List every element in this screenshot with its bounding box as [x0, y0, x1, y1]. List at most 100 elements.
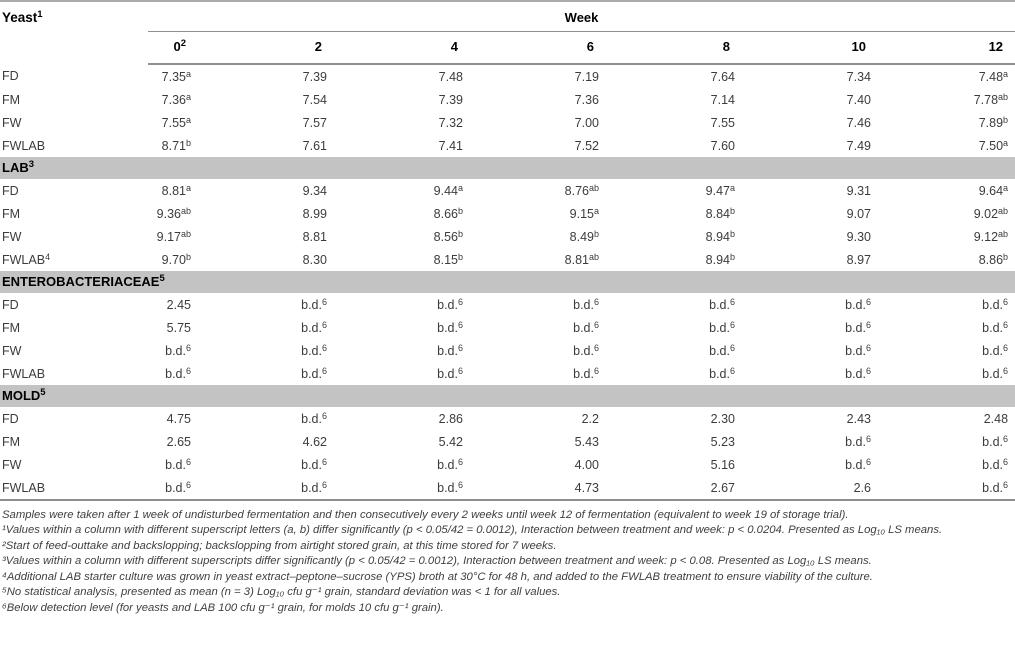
value-cell: 8.30 — [302, 252, 327, 267]
header-row-week-span: Yeast1 Week — [0, 1, 1015, 32]
table-row: FW b.d.6 b.d.6 b.d.6 b.d.6 b.d.6 b.d.6 b.d.6 — [0, 339, 1015, 362]
corner-header-sup: 1 — [37, 9, 43, 20]
microbial-counts-table: Yeast1 Week 02 2 4 6 8 10 12 FD 7.35a 7.39 7.48 7.… — [0, 0, 1015, 501]
row-label: FW — [2, 115, 22, 130]
row-label: FWLAB — [2, 480, 46, 495]
value-cell: b.d.6 — [301, 342, 327, 358]
row-label: FWLAB4 — [2, 251, 51, 267]
row-label: FD — [2, 183, 19, 198]
week-column-header: 4 — [334, 31, 470, 65]
section-title: MOLD5 — [0, 385, 1015, 407]
value-cell: 8.94b — [705, 228, 735, 244]
table-row: FW 7.55a 7.57 7.32 7.00 7.55 7.46 7.89b — [0, 111, 1015, 134]
value-cell: 7.49 — [846, 138, 871, 153]
value-cell: 7.64 — [710, 69, 735, 84]
value-cell: 7.32 — [438, 115, 463, 130]
row-label: FW — [2, 457, 22, 472]
value-cell: 9.17ab — [156, 228, 191, 244]
section-header-row: MOLD5 — [0, 385, 1015, 407]
value-cell: b.d.6 — [301, 410, 327, 426]
row-label: FM — [2, 434, 21, 449]
value-cell: 2.2 — [581, 411, 599, 426]
row-label: FM — [2, 92, 21, 107]
value-cell: 8.97 — [846, 252, 871, 267]
value-cell: b.d.6 — [165, 365, 191, 381]
value-cell: b.d.6 — [165, 456, 191, 472]
value-cell: 2.67 — [710, 480, 735, 495]
value-cell: 2.43 — [846, 411, 871, 426]
row-label: FWLAB — [2, 138, 46, 153]
value-cell: 7.48 — [438, 69, 463, 84]
table-row: FD 2.45 b.d.6 b.d.6 b.d.6 b.d.6 b.d.6 b.d.6 — [0, 293, 1015, 316]
value-cell: 2.30 — [710, 411, 735, 426]
value-cell: b.d.6 — [301, 479, 327, 495]
table-row: FD 4.75 b.d.6 2.86 2.2 2.30 2.43 2.48 — [0, 407, 1015, 430]
table-row: FD 7.35a 7.39 7.48 7.19 7.64 7.34 7.48a — [0, 64, 1015, 88]
footnote: ¹Values within a column with different s… — [2, 524, 943, 537]
value-cell: 5.16 — [710, 457, 735, 472]
week-column-header: 8 — [606, 31, 742, 65]
value-cell: b.d.6 — [982, 479, 1009, 495]
table-row: FM 5.75 b.d.6 b.d.6 b.d.6 b.d.6 b.d.6 b.d.6 — [0, 316, 1015, 339]
value-cell: 9.34 — [302, 183, 327, 198]
week-group-header: Week — [148, 1, 1015, 32]
row-label: FW — [2, 229, 22, 244]
value-cell: 8.81ab — [564, 251, 599, 267]
value-cell: b.d.6 — [573, 319, 599, 335]
value-cell: b.d.6 — [301, 296, 327, 312]
value-cell: 7.54 — [302, 92, 327, 107]
value-cell: 5.42 — [438, 434, 463, 449]
footnote: ⁴Additional LAB starter culture was grow… — [2, 570, 873, 583]
value-cell: 4.62 — [302, 434, 327, 449]
value-cell: b.d.6 — [982, 365, 1009, 381]
value-cell: 9.36ab — [156, 205, 191, 221]
value-cell: b.d.6 — [437, 342, 463, 358]
value-cell: 9.12ab — [973, 228, 1009, 244]
value-cell: 7.61 — [302, 138, 327, 153]
footnotes-block: Samples were taken after 1 week of undis… — [0, 501, 1015, 616]
row-label: FM — [2, 206, 21, 221]
value-cell: 7.14 — [710, 92, 735, 107]
value-cell: b.d.6 — [982, 342, 1009, 358]
value-cell: b.d.6 — [301, 365, 327, 381]
value-cell: 9.15a — [569, 205, 599, 221]
table-row: FM 7.36a 7.54 7.39 7.36 7.14 7.40 7.78ab — [0, 88, 1015, 111]
value-cell: 4.75 — [166, 411, 191, 426]
value-cell: 8.94b — [705, 251, 735, 267]
value-cell: b.d.6 — [573, 296, 599, 312]
value-cell: 4.73 — [574, 480, 599, 495]
week-column-header: 6 — [470, 31, 606, 65]
value-cell: b.d.6 — [982, 433, 1009, 449]
row-label: FWLAB — [2, 366, 46, 381]
value-cell: 7.39 — [438, 92, 463, 107]
value-cell: 9.44a — [433, 182, 463, 198]
value-cell: 7.50a — [978, 137, 1009, 153]
value-cell: b.d.6 — [437, 296, 463, 312]
value-cell: 7.36 — [574, 92, 599, 107]
value-cell: 7.34 — [846, 69, 871, 84]
week-column-header: 02 — [148, 31, 198, 65]
value-cell: 7.36a — [161, 91, 191, 107]
footnote: ⁵No statistical analysis, presented as m… — [2, 586, 561, 599]
value-cell: b.d.6 — [437, 456, 463, 472]
value-cell: 9.07 — [846, 206, 871, 221]
table-row: FWLAB4 9.70b 8.30 8.15b 8.81ab 8.94b 8.97 8.86b — [0, 248, 1015, 271]
table-row: FW b.d.6 b.d.6 b.d.6 4.00 5.16 b.d.6 b.d.6 — [0, 453, 1015, 476]
value-cell: 9.64a — [978, 182, 1009, 198]
corner-header-yeast: Yeast1 — [0, 1, 148, 64]
value-cell: 9.30 — [846, 229, 871, 244]
row-label: FM — [2, 320, 21, 335]
week-column-header: 2 — [198, 31, 334, 65]
value-cell: 8.84b — [705, 205, 735, 221]
value-cell: 8.76ab — [564, 182, 599, 198]
value-cell: 2.65 — [166, 434, 191, 449]
value-cell: 8.99 — [302, 206, 327, 221]
value-cell: 7.48a — [978, 68, 1009, 84]
value-cell: 7.41 — [438, 138, 463, 153]
value-cell: b.d.6 — [573, 365, 599, 381]
section-title: LAB3 — [0, 157, 1015, 179]
value-cell: 7.55 — [710, 115, 735, 130]
value-cell: b.d.6 — [845, 296, 871, 312]
value-cell: 7.00 — [574, 115, 599, 130]
